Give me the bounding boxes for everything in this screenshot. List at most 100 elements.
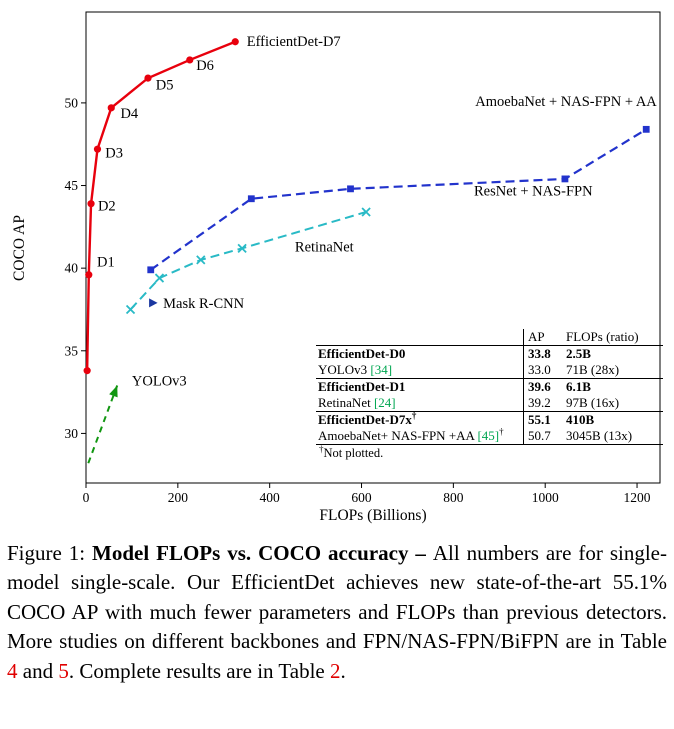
arrowhead-yolov3 <box>109 385 118 398</box>
marker-nas-fpn <box>247 195 255 203</box>
flops-value: 3045B (13x) <box>566 428 633 443</box>
model-name: RetinaNet <box>318 395 374 410</box>
marker-efficientdet <box>87 200 95 208</box>
results-inset-table: AP FLOPs (ratio) EfficientDet-D0 33.8 2.5B YO… <box>316 329 663 461</box>
inset-header-flops: FLOPs (ratio) <box>566 329 639 344</box>
annotation-mask-r-cnn: Mask R-CNN <box>163 296 244 312</box>
y-tick-label: 40 <box>65 261 79 276</box>
ap-value: 33.0 <box>523 362 565 378</box>
annotation-d2: D2 <box>98 198 116 214</box>
dagger-mark: † <box>319 443 324 454</box>
x-tick-label: 400 <box>260 490 281 505</box>
series-line-yolov3 <box>87 385 119 464</box>
inset-footnote: †Not plotted. <box>316 444 663 461</box>
table-reference: 5 <box>58 658 69 683</box>
model-cell: RetinaNet [24] <box>316 395 523 411</box>
y-tick-label: 30 <box>65 426 79 441</box>
inset-header-spacer <box>316 329 523 345</box>
annotation-resnet-nas-fpn: ResNet + NAS-FPN <box>474 183 593 199</box>
model-cell: YOLOv3 [34] <box>316 362 523 378</box>
flops-value: 410B <box>566 412 595 427</box>
inset-group-1: EfficientDet-D0 33.8 2.5B YOLOv3 [34] 33.0 71… <box>316 345 663 378</box>
marker-efficientdet <box>231 38 239 46</box>
y-tick-label: 50 <box>65 95 79 110</box>
inset-table-row: RetinaNet [24] 39.2 97B (16x) <box>316 395 663 411</box>
inset-header-ap: AP <box>523 329 565 345</box>
ap-value: 39.2 <box>523 395 565 411</box>
citation: [34] <box>370 362 393 377</box>
marker-retinanet <box>196 255 206 265</box>
model-cell: EfficientDet-D1 <box>316 379 523 395</box>
marker-efficientdet <box>93 145 102 153</box>
annotation-d3: D3 <box>105 145 123 161</box>
model-name: EfficientDet-D7x <box>318 412 412 427</box>
x-tick-label: 1200 <box>624 490 651 505</box>
model-cell: EfficientDet-D0 <box>316 346 523 362</box>
inset-table-row: EfficientDet-D1 39.6 6.1B <box>316 379 663 395</box>
citation: [24] <box>373 395 396 410</box>
caption-text: Figure 1: <box>7 541 93 565</box>
chart-area: FLOPs (Billions) COCO AP 0 200 400 600 800 10… <box>11 11 663 524</box>
inset-group-3: EfficientDet-D7x† 55.1 410B AmoebaNet+ NAS-… <box>316 411 663 444</box>
caption-text: . Complete results are in Table <box>68 658 330 683</box>
marker-mask-r-cnn <box>149 298 158 308</box>
x-tick-label: 600 <box>351 490 372 505</box>
annotation-d6: D6 <box>196 58 214 74</box>
marker-efficientdet <box>144 74 152 82</box>
marker-efficientdet <box>83 367 91 375</box>
model-name: EfficientDet-D1 <box>318 379 406 394</box>
annotation-yolov3: YOLOv3 <box>132 373 187 389</box>
flops-value: 97B (16x) <box>566 395 620 410</box>
table-reference: 4 <box>7 658 18 683</box>
footnote-text: Not plotted. <box>323 446 384 460</box>
x-tick-label: 1000 <box>532 490 559 505</box>
caption-text: . <box>340 658 346 683</box>
x-tick-label: 200 <box>168 490 189 505</box>
model-name: EfficientDet-D0 <box>318 346 406 361</box>
y-axis-label: COCO AP <box>11 215 28 281</box>
marker-efficientdet <box>107 104 115 112</box>
inset-table-row: EfficientDet-D0 33.8 2.5B <box>316 346 663 362</box>
dagger-mark: † <box>499 428 504 437</box>
x-tick-label: 800 <box>443 490 464 505</box>
annotation-amoebanet-nas-fpn-aa: AmoebaNet + NAS-FPN + AA <box>475 94 657 110</box>
marker-retinanet <box>125 304 136 315</box>
marker-nas-fpn <box>347 185 354 193</box>
marker-nas-fpn <box>561 175 569 183</box>
y-tick-label: 45 <box>65 178 79 193</box>
flops-vs-coco-ap-chart: FLOPs (Billions) COCO AP 0 200 400 600 800 10… <box>11 11 661 524</box>
plot-frame <box>85 11 661 484</box>
marker-retinanet <box>154 273 165 283</box>
caption-text: All numbers are for single-model single-… <box>7 541 667 654</box>
table-reference: 2 <box>330 658 341 683</box>
annotation-d1: D1 <box>97 255 115 271</box>
ap-value: 33.8 <box>523 346 565 362</box>
x-axis-label: FLOPs (Billions) <box>319 507 426 524</box>
dagger-mark: † <box>411 412 417 421</box>
marker-retinanet <box>237 243 247 253</box>
y-tick-label: 35 <box>65 343 79 358</box>
flops-value: 6.1B <box>566 379 591 394</box>
figure-caption: Figure 1: Model FLOPs vs. COCO accuracy … <box>7 539 667 686</box>
annotation-d4: D4 <box>120 106 138 122</box>
caption-text: Model FLOPs vs. COCO accuracy – <box>92 541 433 565</box>
series-line-efficientdet <box>85 40 236 371</box>
inset-table-row: EfficientDet-D7x† 55.1 410B <box>316 412 663 428</box>
ap-value: 50.7 <box>523 428 565 444</box>
figure-1-page: FLOPs (Billions) COCO AP 0 200 400 600 800 10… <box>7 11 667 686</box>
inset-group-2: EfficientDet-D1 39.6 6.1B RetinaNet [24] 39.… <box>316 378 663 411</box>
ap-value: 39.6 <box>523 379 565 395</box>
inset-header-row: AP FLOPs (ratio) <box>316 329 663 345</box>
model-name: YOLOv3 <box>318 362 371 377</box>
flops-value: 71B (28x) <box>566 362 620 377</box>
caption-text: and <box>17 658 59 683</box>
annotation-efficientdet-d7: EfficientDet-D7 <box>247 34 341 50</box>
marker-nas-fpn <box>642 125 650 133</box>
series-line-nas-fpn <box>150 128 647 271</box>
ap-value: 55.1 <box>523 412 565 428</box>
marker-retinanet <box>361 207 371 217</box>
annotation-retinanet: RetinaNet <box>295 240 354 256</box>
marker-efficientdet <box>186 56 194 64</box>
model-name: AmoebaNet+ NAS-FPN +AA <box>318 428 478 443</box>
model-cell: EfficientDet-D7x† <box>316 412 523 428</box>
